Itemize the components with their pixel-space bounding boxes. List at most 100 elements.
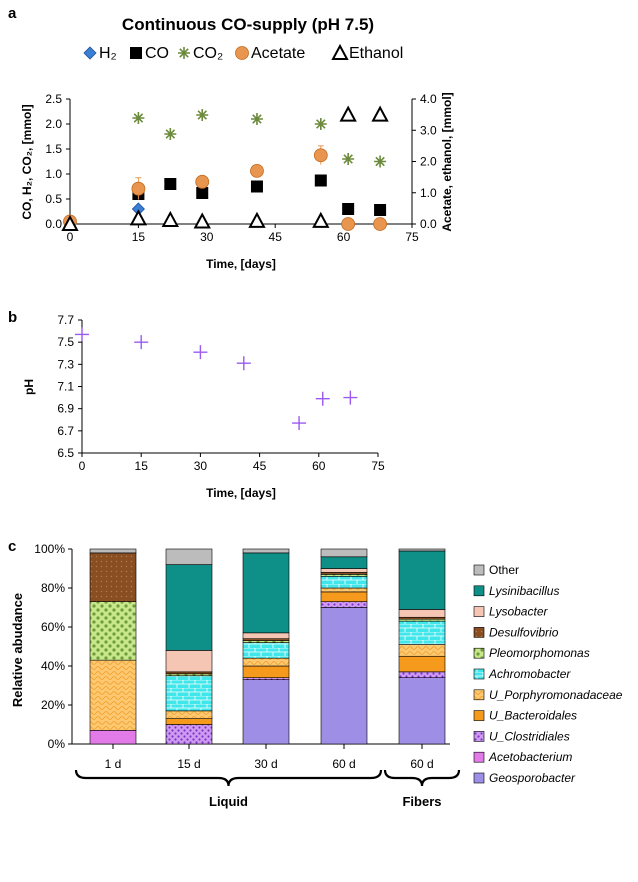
legend-marker-diamond — [83, 46, 97, 60]
point-triangle — [248, 211, 266, 228]
bar-u-clostridiales — [398, 671, 446, 678]
legend-swatch — [473, 668, 485, 680]
legend-swatch — [473, 606, 485, 617]
point-circle — [131, 181, 146, 196]
legend-swatch — [473, 710, 485, 721]
legend-swatch — [473, 689, 485, 701]
point-circle — [341, 217, 356, 231]
point-triangle — [61, 214, 79, 231]
x-tick-label: 60 — [312, 459, 326, 473]
bar-other — [398, 548, 446, 552]
point-triangle — [371, 105, 389, 122]
y2-tick-label: 4.0 — [420, 92, 437, 106]
chart-c-legend: Other Lysinibacillus Lysobacter Desulfovibr… — [473, 563, 623, 785]
legend-swatch — [473, 585, 485, 597]
legend-marker-triangle — [331, 43, 349, 60]
legend-marker-asterisk — [178, 47, 190, 59]
y-tick-label: 20% — [41, 698, 65, 712]
bar-u-bacteroidales — [398, 655, 446, 673]
bar-lysinibacillus — [320, 556, 368, 569]
legend-label: Desulfovibrio — [489, 625, 559, 639]
point-triangle — [339, 105, 357, 122]
x-tick-label: 30 — [194, 459, 208, 473]
bar-achromobacter — [242, 642, 290, 659]
point-square — [314, 174, 327, 187]
legend-label: Acetobacterium — [488, 750, 572, 764]
legend-label: Acetate — [251, 45, 305, 62]
y-tick-label: 7.5 — [57, 335, 74, 349]
x-tick-label: 60 d — [410, 757, 433, 771]
y-tick-label: 2.0 — [45, 117, 62, 131]
chart-a-legend: H₂ CO CO₂ Acetate Ethanol — [83, 43, 403, 62]
point-asterisk — [196, 109, 209, 121]
x-tick-label: 60 d — [332, 757, 355, 771]
legend-label: U_Clostridiales — [489, 729, 570, 743]
y-tick-label: 6.9 — [57, 402, 74, 416]
point-ph — [134, 335, 149, 350]
bar-other — [242, 548, 290, 554]
point-asterisk — [342, 153, 355, 165]
bar-other — [89, 548, 137, 554]
legend-label: U_Bacteroidales — [489, 709, 577, 723]
panel-label-c: c — [8, 538, 16, 555]
chart-a-xlabel: Time, [days] — [206, 257, 276, 271]
bar-u-porphyromonadaceae — [242, 657, 290, 667]
legend-label: Other — [489, 563, 519, 577]
x-tick-label: 0 — [67, 230, 74, 244]
panel-label-a: a — [8, 5, 17, 22]
bar-lysobacter — [242, 632, 290, 639]
bar-lysobacter — [165, 650, 213, 673]
y-tick-label: 2.5 — [45, 92, 62, 106]
y-tick-label: 80% — [41, 581, 65, 595]
point-triangle — [161, 210, 179, 227]
point-asterisk — [374, 155, 387, 168]
legend-label: Lysobacter — [489, 605, 548, 619]
legend-swatch — [473, 731, 485, 742]
bar-u-porphyromonadaceae — [398, 644, 446, 657]
chart-a-plot: 0 15 30 45 60 750.00.51.01.52.02.50.01.02.03.… — [45, 92, 437, 244]
legend-label: CO₂ — [193, 45, 223, 62]
x-tick-label: 1 d — [105, 757, 122, 771]
point-ph — [75, 327, 89, 342]
y-tick-label: 6.7 — [57, 424, 74, 438]
bar-geosporobacter — [242, 679, 290, 745]
legend-label: Lysinibacillus — [489, 584, 559, 598]
x-tick-label: 15 — [135, 459, 149, 473]
legend-label: Geosporobacter — [489, 771, 576, 785]
y2-tick-label: 1.0 — [420, 186, 437, 200]
point-asterisk — [132, 112, 145, 124]
bar-desulfovibrio — [89, 552, 137, 602]
bar-u-clostridiales — [165, 724, 213, 745]
bar-lysinibacillus — [242, 552, 290, 634]
x-tick-label: 75 — [405, 230, 419, 244]
bar-acetobacterium — [89, 730, 137, 745]
legend-label: U_Porphyromonadaceae — [489, 688, 623, 702]
bar-u-porphyromonadaceae — [165, 710, 213, 719]
point-square — [250, 180, 263, 193]
point-asterisk — [250, 113, 263, 125]
legend-swatch — [473, 751, 485, 763]
point-asterisk — [314, 118, 327, 130]
legend-label: H₂ — [99, 45, 117, 62]
point-square — [164, 178, 177, 190]
point-square — [342, 203, 355, 215]
point-circle — [250, 163, 264, 178]
chart-b-ylabel: pH — [22, 379, 36, 395]
x-tick-label: 60 — [337, 230, 351, 244]
legend-label: Ethanol — [349, 45, 403, 62]
y-tick-label: 60% — [41, 620, 65, 634]
bar-pleomorphomonas — [89, 601, 137, 661]
point-circle — [373, 217, 387, 231]
legend-label: Pleomorphomonas — [489, 646, 590, 660]
y-tick-label: 40% — [41, 659, 65, 673]
x-tick-label: 15 — [132, 230, 146, 244]
point-ph — [193, 345, 208, 360]
y-tick-label: 0.0 — [45, 217, 62, 231]
chart-a-title: Continuous CO-supply (pH 7.5) — [122, 15, 374, 34]
bar-lysobacter — [320, 568, 368, 573]
point-triangle — [312, 211, 330, 228]
y-tick-label: 7.3 — [57, 357, 74, 371]
chart-b-plot: 0 15 30 45 60 75 6.5 6.7 6.9 7.1 7.3 7.5 7.7 — [57, 313, 385, 473]
point-square — [374, 204, 387, 216]
x-tick-label: 45 — [269, 230, 283, 244]
